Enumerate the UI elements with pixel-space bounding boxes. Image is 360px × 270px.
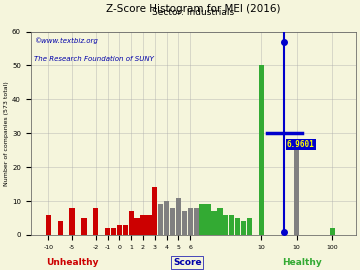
Bar (182, 211, 187, 235)
Bar (158, 204, 163, 235)
Bar (205, 204, 211, 235)
Bar (58, 221, 63, 235)
Bar (294, 150, 300, 235)
Bar (46, 215, 51, 235)
Bar (140, 215, 146, 235)
Bar (152, 187, 157, 235)
Bar (329, 228, 335, 235)
Bar (229, 215, 234, 235)
Text: ©www.textbiz.org: ©www.textbiz.org (34, 38, 98, 44)
Text: Sector: Industrials: Sector: Industrials (152, 8, 234, 17)
Text: Score: Score (173, 258, 202, 267)
Bar (146, 215, 152, 235)
Bar (69, 208, 75, 235)
Title: Z-Score Histogram for MEI (2016): Z-Score Histogram for MEI (2016) (106, 4, 280, 14)
Bar (123, 225, 128, 235)
Bar (211, 211, 217, 235)
Y-axis label: Number of companies (573 total): Number of companies (573 total) (4, 81, 9, 186)
Text: Healthy: Healthy (283, 258, 322, 267)
Bar (129, 211, 134, 235)
Bar (258, 66, 264, 235)
Bar (111, 228, 116, 235)
Bar (235, 218, 240, 235)
Bar (223, 215, 229, 235)
Text: 6.9601: 6.9601 (287, 140, 315, 149)
Bar (247, 218, 252, 235)
Bar (241, 221, 246, 235)
Bar (170, 208, 175, 235)
Bar (134, 218, 140, 235)
Bar (93, 208, 98, 235)
Text: The Research Foundation of SUNY: The Research Foundation of SUNY (34, 56, 154, 62)
Bar (105, 228, 110, 235)
Bar (164, 201, 169, 235)
Bar (217, 208, 222, 235)
Bar (176, 198, 181, 235)
Bar (194, 208, 199, 235)
Bar (188, 208, 193, 235)
Text: Unhealthy: Unhealthy (46, 258, 98, 267)
Bar (199, 204, 205, 235)
Bar (81, 218, 86, 235)
Bar (117, 225, 122, 235)
